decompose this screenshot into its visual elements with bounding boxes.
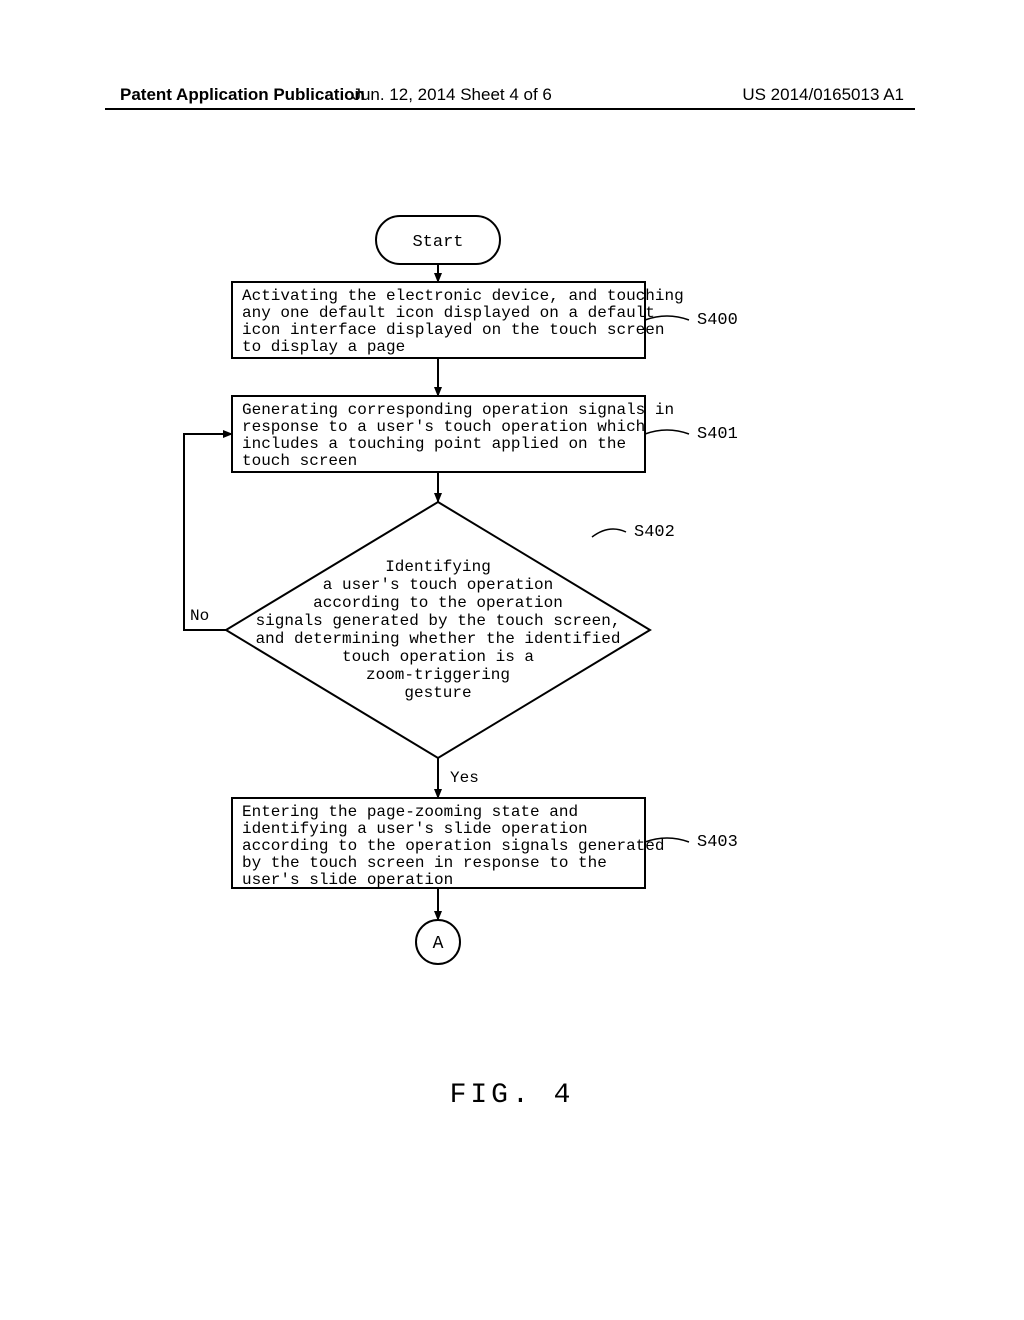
- svg-text:a user's touch operation: a user's touch operation: [323, 576, 553, 594]
- svg-text:Start: Start: [412, 233, 463, 252]
- svg-text:according to the operation: according to the operation: [313, 594, 563, 612]
- svg-text:Generating corresponding opera: Generating corresponding operation signa…: [242, 401, 674, 419]
- svg-text:S402: S402: [634, 523, 675, 542]
- svg-text:zoom-triggering: zoom-triggering: [366, 666, 510, 684]
- svg-text:user's slide operation: user's slide operation: [242, 871, 453, 889]
- flowchart: Start Activating the electronic device, a…: [0, 200, 1024, 1160]
- svg-text:S403: S403: [697, 833, 738, 852]
- svg-text:by the touch screen in respons: by the touch screen in response to the: [242, 854, 607, 872]
- svg-text:icon interface displayed on th: icon interface displayed on the touch sc…: [242, 321, 664, 339]
- svg-text:to display a page: to display a page: [242, 338, 405, 356]
- header-left: Patent Application Publication: [120, 85, 365, 105]
- svg-text:A: A: [433, 934, 444, 954]
- svg-text:touch operation is a: touch operation is a: [342, 648, 534, 666]
- header-right: US 2014/0165013 A1: [742, 85, 904, 105]
- svg-text:includes a touching point appl: includes a touching point applied on the: [242, 435, 626, 453]
- svg-text:Entering the page-zooming stat: Entering the page-zooming state and: [242, 803, 578, 821]
- page: Patent Application Publication Jun. 12, …: [0, 0, 1024, 1320]
- svg-text:identifying a user's slide ope: identifying a user's slide operation: [242, 820, 588, 838]
- svg-text:Activating the electronic devi: Activating the electronic device, and to…: [242, 287, 684, 305]
- svg-text:according to the operation sig: according to the operation signals gener…: [242, 837, 664, 855]
- figure-caption: FIG. 4: [0, 1080, 1024, 1111]
- svg-text:Yes: Yes: [450, 769, 479, 787]
- svg-text:touch screen: touch screen: [242, 452, 357, 470]
- svg-text:signals generated by the touch: signals generated by the touch screen,: [256, 612, 621, 630]
- svg-text:Identifying: Identifying: [385, 558, 491, 576]
- svg-text:any one default icon displayed: any one default icon displayed on a defa…: [242, 304, 655, 322]
- svg-text:S400: S400: [697, 311, 738, 330]
- svg-text:and determining whether the id: and determining whether the identified: [256, 630, 621, 648]
- svg-text:gesture: gesture: [404, 684, 471, 702]
- svg-text:response to a user's touch ope: response to a user's touch operation whi…: [242, 418, 645, 436]
- svg-text:No: No: [190, 607, 209, 625]
- header-center: Jun. 12, 2014 Sheet 4 of 6: [352, 85, 551, 105]
- svg-text:S401: S401: [697, 425, 738, 444]
- page-header: Patent Application Publication Jun. 12, …: [0, 85, 1024, 105]
- header-rule: [105, 108, 915, 110]
